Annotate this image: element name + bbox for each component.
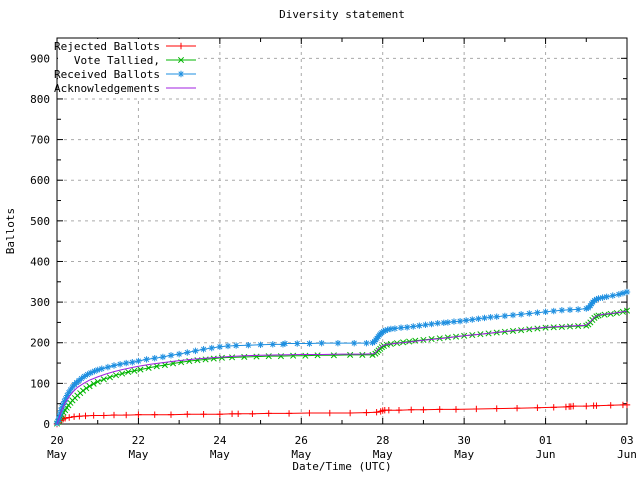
y-tick-value: 500 bbox=[30, 215, 50, 228]
x-tick-month: May bbox=[291, 448, 311, 461]
y-tick-value: 700 bbox=[30, 134, 50, 147]
legend-label: Acknowledgements bbox=[54, 82, 160, 95]
x-tick-month: May bbox=[454, 448, 474, 461]
legend-label: Received Ballots bbox=[54, 68, 160, 81]
x-tick-month: Jun bbox=[617, 448, 637, 461]
legend-background bbox=[58, 39, 198, 97]
x-tick-month: May bbox=[210, 448, 230, 461]
y-tick-labels: 0 100 200 300 400 500 600 700 800 900 bbox=[30, 52, 50, 431]
y-tick-value: 200 bbox=[30, 337, 50, 350]
x-axis-label: Date/Time (UTC) bbox=[292, 460, 392, 473]
x-tick-day: 20 bbox=[50, 434, 63, 447]
y-tick-value: 600 bbox=[30, 174, 50, 187]
x-tick-day: 24 bbox=[213, 434, 227, 447]
gridlines bbox=[57, 38, 627, 424]
x-tick-month: Jun bbox=[536, 448, 556, 461]
y-tick-value: 300 bbox=[30, 296, 50, 309]
x-tick-day: 03 bbox=[620, 434, 633, 447]
x-tick-day: 30 bbox=[458, 434, 471, 447]
series-received-ballots bbox=[53, 288, 631, 427]
y-tick-value: 400 bbox=[30, 255, 50, 268]
plot-border bbox=[56, 37, 628, 425]
x-tick-month: May bbox=[373, 448, 393, 461]
series-acknowledgements bbox=[56, 310, 628, 425]
chart-title: Diversity statement bbox=[279, 8, 405, 21]
legend-label: Rejected Ballots bbox=[54, 40, 160, 53]
series-vote-tallied bbox=[53, 307, 631, 427]
x-tick-day: 01 bbox=[539, 434, 552, 447]
y-tick-value: 0 bbox=[43, 418, 50, 431]
x-tick-month: May bbox=[128, 448, 148, 461]
x-tick-day: 22 bbox=[132, 434, 145, 447]
x-tick-month: May bbox=[47, 448, 67, 461]
y-tick-value: 900 bbox=[30, 52, 50, 65]
x-tick-day: 26 bbox=[295, 434, 308, 447]
y-tick-value: 800 bbox=[30, 93, 50, 106]
series-rejected-ballots bbox=[53, 401, 631, 428]
y-tick-value: 100 bbox=[30, 377, 50, 390]
legend-label: Vote Tallied, bbox=[74, 54, 160, 67]
x-tick-day: 28 bbox=[376, 434, 389, 447]
